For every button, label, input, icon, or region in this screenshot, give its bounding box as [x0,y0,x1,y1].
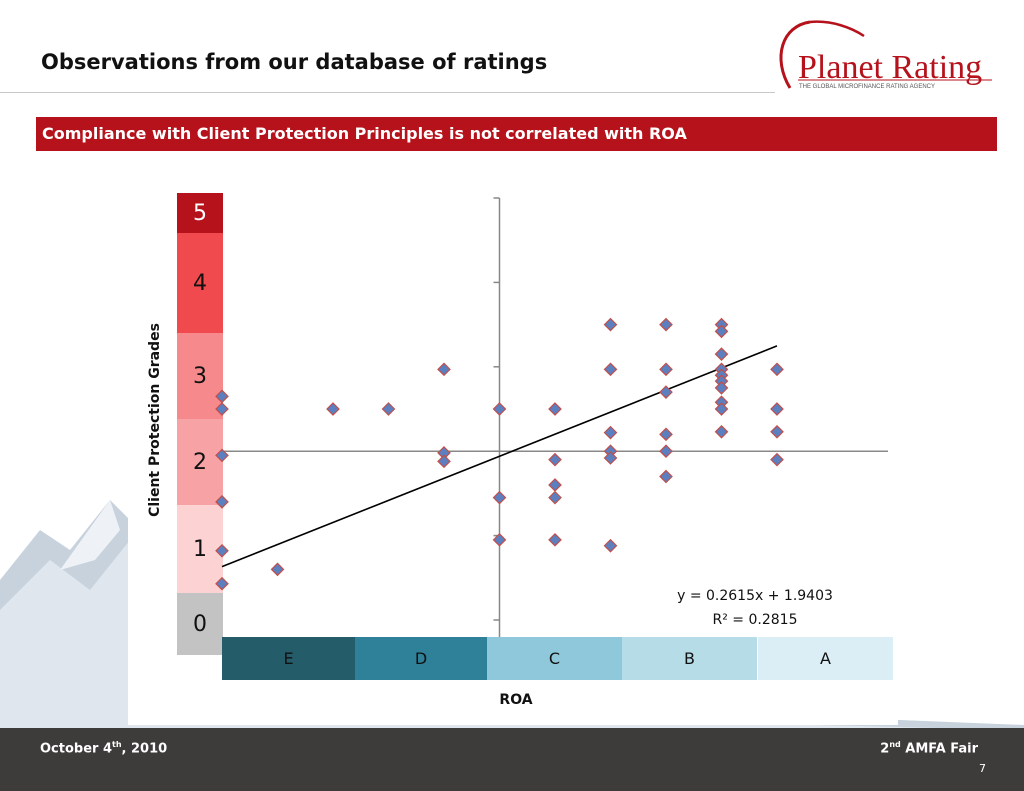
x-axis-label: ROA [499,692,533,708]
svg-text:THE GLOBAL MICROFINANCE RATING: THE GLOBAL MICROFINANCE RATING AGENCY [799,84,935,90]
footer-bar [0,728,1024,791]
grade-box-2: 2 [177,419,223,505]
grade-box-1: 1 [177,505,223,593]
headline-banner: Compliance with Client Protection Princi… [36,117,997,151]
page-number: 7 [979,762,986,775]
grade-box-0: 0 [177,593,223,655]
title-divider [0,92,775,93]
roa-box-A: A [758,637,893,680]
grade-box-4: 4 [177,233,223,333]
grade-box-3: 3 [177,333,223,419]
y-axis-label: Client Protection Grades [147,323,163,517]
footer-date: October 4th, 2010 [40,740,168,757]
grade-box-5: 5 [177,193,223,233]
headline-text: Compliance with Client Protection Princi… [42,124,687,143]
roa-box-C: C [487,637,622,680]
roa-box-B: B [622,637,757,680]
footer-event: 2nd AMFA Fair [880,740,978,757]
slide-title: Observations from our database of rating… [41,50,548,74]
roa-box-D: D [355,637,487,680]
roa-box-E: E [222,637,355,680]
planet-rating-logo: Planet Rating THE GLOBAL MICROFINANCE RA… [779,20,992,90]
